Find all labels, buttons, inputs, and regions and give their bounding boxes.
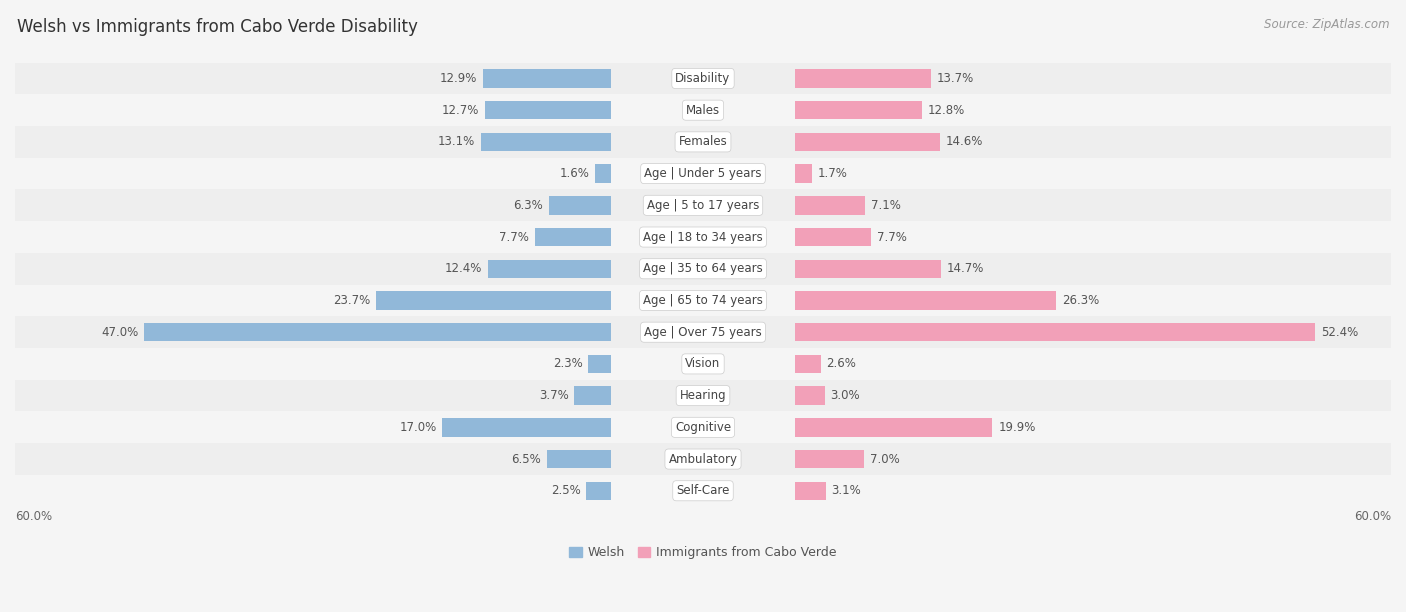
Text: 60.0%: 60.0%: [15, 510, 52, 523]
Text: 2.6%: 2.6%: [827, 357, 856, 370]
Text: 3.7%: 3.7%: [538, 389, 569, 402]
Bar: [794, 355, 821, 373]
Text: 52.4%: 52.4%: [1322, 326, 1358, 338]
Text: 7.0%: 7.0%: [870, 452, 900, 466]
Text: 12.9%: 12.9%: [440, 72, 477, 85]
Bar: [15, 348, 1391, 380]
Text: 12.4%: 12.4%: [444, 263, 482, 275]
Bar: [15, 62, 1391, 94]
Bar: [15, 380, 1391, 411]
Text: Age | 5 to 17 years: Age | 5 to 17 years: [647, 199, 759, 212]
Bar: [375, 291, 612, 310]
Text: 2.3%: 2.3%: [553, 357, 582, 370]
Bar: [794, 259, 941, 278]
Bar: [15, 190, 1391, 221]
Text: 7.1%: 7.1%: [872, 199, 901, 212]
Bar: [794, 101, 922, 119]
Text: Welsh vs Immigrants from Cabo Verde Disability: Welsh vs Immigrants from Cabo Verde Disa…: [17, 18, 418, 36]
Bar: [595, 165, 612, 183]
Bar: [15, 443, 1391, 475]
Text: 60.0%: 60.0%: [1354, 510, 1391, 523]
Text: 14.7%: 14.7%: [946, 263, 984, 275]
Text: Age | 18 to 34 years: Age | 18 to 34 years: [643, 231, 763, 244]
Bar: [586, 482, 612, 500]
Bar: [15, 94, 1391, 126]
Bar: [794, 482, 825, 500]
Bar: [15, 316, 1391, 348]
Bar: [794, 133, 939, 151]
Bar: [15, 158, 1391, 190]
Bar: [534, 228, 612, 246]
Text: 2.5%: 2.5%: [551, 484, 581, 498]
Text: Source: ZipAtlas.com: Source: ZipAtlas.com: [1264, 18, 1389, 31]
Bar: [794, 69, 931, 88]
Bar: [794, 165, 811, 183]
Bar: [481, 133, 612, 151]
Text: 13.7%: 13.7%: [936, 72, 974, 85]
Text: Cognitive: Cognitive: [675, 421, 731, 434]
Bar: [15, 253, 1391, 285]
Bar: [15, 126, 1391, 158]
Bar: [794, 386, 824, 405]
Text: 1.7%: 1.7%: [817, 167, 848, 180]
Text: 7.7%: 7.7%: [877, 231, 907, 244]
Text: 6.5%: 6.5%: [512, 452, 541, 466]
Bar: [547, 450, 612, 468]
Bar: [485, 101, 612, 119]
Text: 47.0%: 47.0%: [101, 326, 138, 338]
Text: 17.0%: 17.0%: [399, 421, 437, 434]
Text: 23.7%: 23.7%: [333, 294, 370, 307]
Text: Age | Under 5 years: Age | Under 5 years: [644, 167, 762, 180]
Bar: [484, 69, 612, 88]
Text: Hearing: Hearing: [679, 389, 727, 402]
Text: 14.6%: 14.6%: [946, 135, 983, 148]
Text: 12.8%: 12.8%: [928, 103, 965, 117]
Text: 26.3%: 26.3%: [1062, 294, 1099, 307]
Bar: [588, 355, 612, 373]
Text: 12.7%: 12.7%: [441, 103, 479, 117]
Bar: [15, 411, 1391, 443]
Bar: [794, 291, 1056, 310]
Bar: [794, 323, 1316, 341]
Text: 7.7%: 7.7%: [499, 231, 529, 244]
Text: 1.6%: 1.6%: [560, 167, 589, 180]
Text: Vision: Vision: [685, 357, 721, 370]
Text: Females: Females: [679, 135, 727, 148]
Legend: Welsh, Immigrants from Cabo Verde: Welsh, Immigrants from Cabo Verde: [564, 541, 842, 564]
Text: Disability: Disability: [675, 72, 731, 85]
Text: Age | Over 75 years: Age | Over 75 years: [644, 326, 762, 338]
Bar: [15, 285, 1391, 316]
Bar: [443, 418, 612, 436]
Bar: [794, 196, 865, 215]
Bar: [575, 386, 612, 405]
Text: Age | 35 to 64 years: Age | 35 to 64 years: [643, 263, 763, 275]
Bar: [794, 450, 865, 468]
Text: Males: Males: [686, 103, 720, 117]
Text: 3.0%: 3.0%: [831, 389, 860, 402]
Text: 6.3%: 6.3%: [513, 199, 543, 212]
Text: 19.9%: 19.9%: [998, 421, 1036, 434]
Text: 3.1%: 3.1%: [831, 484, 860, 498]
Bar: [488, 259, 612, 278]
Bar: [548, 196, 612, 215]
Bar: [794, 418, 993, 436]
Text: Self-Care: Self-Care: [676, 484, 730, 498]
Bar: [794, 228, 872, 246]
Text: Age | 65 to 74 years: Age | 65 to 74 years: [643, 294, 763, 307]
Bar: [15, 221, 1391, 253]
Bar: [145, 323, 612, 341]
Text: Ambulatory: Ambulatory: [668, 452, 738, 466]
Bar: [15, 475, 1391, 507]
Text: 13.1%: 13.1%: [439, 135, 475, 148]
